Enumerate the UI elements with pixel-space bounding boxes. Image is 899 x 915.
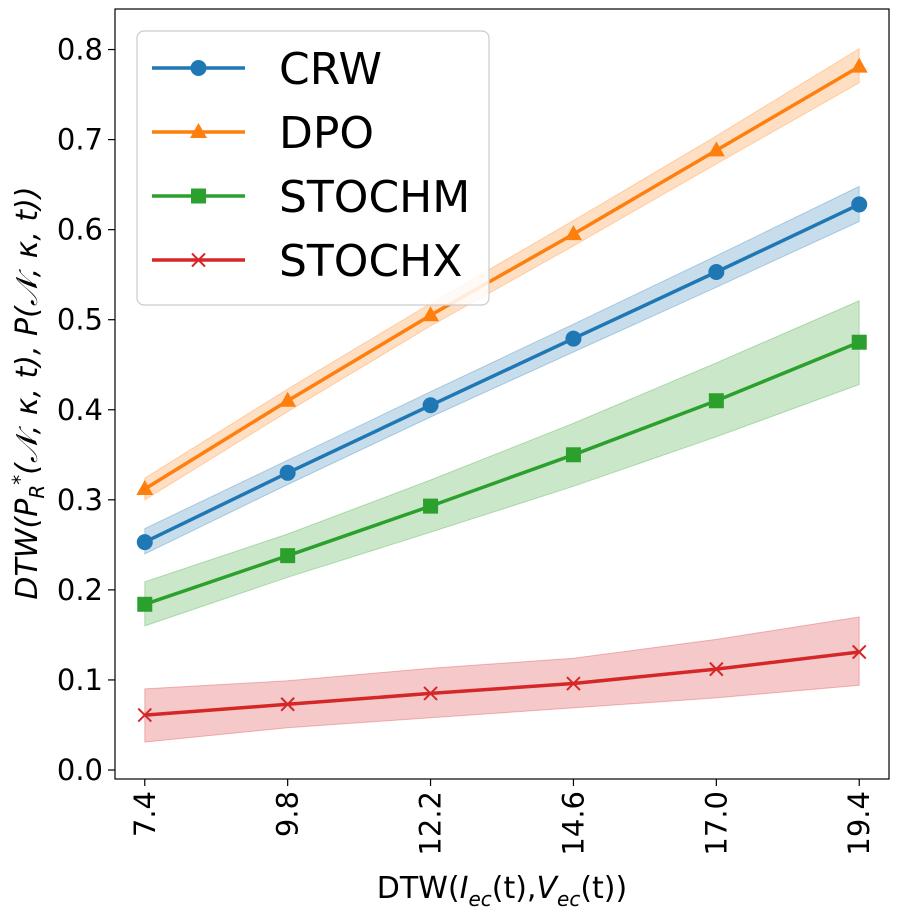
line-crw [144, 202, 860, 544]
y-tick-label: 0.0 [57, 753, 103, 787]
series-lines [143, 65, 861, 717]
y-tick-label: 0.4 [57, 393, 103, 427]
point-dpo [850, 57, 868, 73]
point-dpo [136, 480, 154, 496]
legend-label-stochm: STOCHM [279, 172, 470, 223]
legend-marker-stochx [191, 252, 206, 268]
y-tick-label: 0.2 [57, 573, 103, 607]
point-stochm [137, 596, 153, 612]
y-tick-label: 0.3 [57, 483, 103, 517]
x-label-t2: (t)) [580, 871, 627, 906]
y-axis: 0.0 0.1 0.2 0.3 0.4 0.5 0.6 0.7 0.8 [57, 33, 115, 787]
point-dpo [422, 306, 440, 322]
line-dpo [143, 65, 861, 491]
point-stochx [709, 661, 724, 677]
x-tick-label: 9.8 [271, 791, 305, 837]
legend-label-crw: CRW [279, 44, 382, 95]
point-crw [279, 464, 296, 481]
x-tick-label: 19.4 [842, 791, 876, 856]
x-axis: 7.4 9.8 12.2 14.6 17.0 19.4 [128, 779, 876, 856]
legend-marker-crw [190, 60, 207, 76]
band-stochx [144, 616, 860, 743]
y-tick-label: 0.8 [57, 33, 103, 67]
x-label-i-sub: ec [468, 887, 491, 911]
x-label-i: I [460, 871, 469, 906]
point-stochx [566, 676, 581, 691]
line-stochx [144, 650, 860, 717]
y-label-rest: (𝒩, κ, t), P(𝒩, κ, t)) [10, 186, 45, 474]
point-crw [136, 534, 153, 551]
y-label-sub: R [25, 485, 49, 499]
point-dpo [707, 141, 725, 157]
x-tick-label: 14.6 [556, 791, 590, 856]
point-stochx [423, 686, 438, 701]
point-stochm [708, 393, 724, 409]
x-label-t1: (t), [492, 871, 537, 906]
plot-frame [114, 8, 890, 780]
line-stochm [144, 340, 860, 606]
x-label-prefix: DTW( [377, 871, 460, 906]
point-stochm [423, 498, 439, 514]
x-label-v: V [536, 871, 559, 906]
x-tick-label: 7.4 [128, 791, 162, 837]
y-tick-label: 0.5 [57, 303, 103, 337]
legend-label-dpo: DPO [279, 108, 374, 159]
legend: CRW DPO STOCHM STOCHX [136, 30, 490, 306]
x-tick-label: 12.2 [414, 791, 448, 856]
y-tick-label: 0.1 [57, 663, 103, 697]
legend-marker-stochm [191, 188, 206, 204]
point-dpo [564, 225, 582, 241]
point-crw [422, 397, 439, 414]
point-crw [708, 263, 725, 280]
point-stochx [280, 697, 295, 712]
x-axis-label: DTW(Iec(t),Vec(t)) [377, 871, 627, 911]
point-stochm [280, 548, 296, 564]
y-axis-label: DTW(PR*(𝒩, κ, t), P(𝒩, κ, t)) [8, 186, 49, 599]
point-dpo [279, 391, 297, 407]
x-label-v-sub: ec [557, 887, 580, 911]
y-tick-label: 0.6 [57, 213, 103, 247]
y-label-p1: DTW(P [10, 498, 45, 600]
point-stochx [137, 707, 152, 723]
point-stochm [851, 334, 867, 350]
series-markers [136, 57, 868, 723]
y-tick-label: 0.7 [57, 123, 103, 157]
legend-box [136, 30, 490, 306]
point-stochm [565, 447, 581, 463]
legend-marker-dpo [190, 123, 207, 138]
point-crw [851, 196, 868, 213]
y-label-sup: * [8, 475, 32, 485]
point-stochx [852, 644, 867, 660]
legend-label-stochx: STOCHX [279, 236, 462, 287]
point-crw [565, 330, 582, 347]
x-tick-label: 17.0 [699, 791, 733, 856]
